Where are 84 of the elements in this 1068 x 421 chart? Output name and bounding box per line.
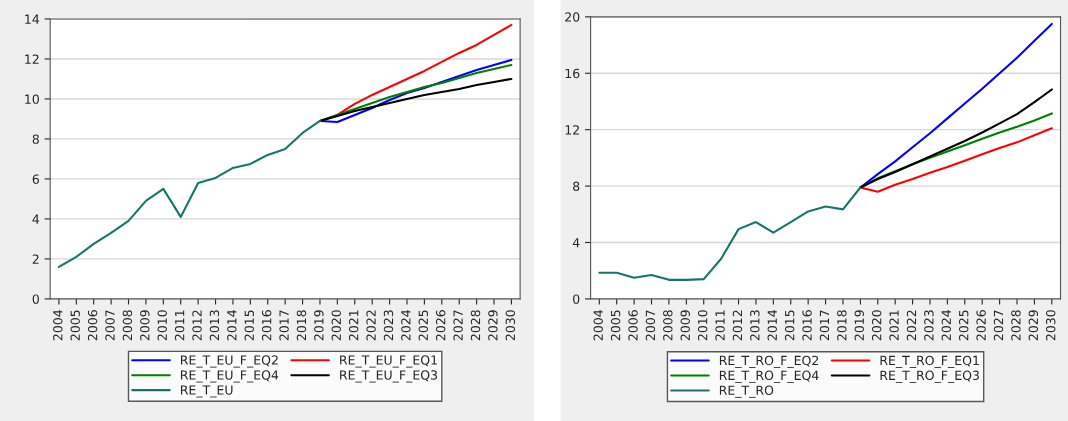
x-tick-label: 2028	[470, 310, 481, 341]
x-tick-label: 2024	[401, 310, 411, 341]
x-tick-label: 2030	[1045, 310, 1056, 341]
x-tick-label: 2027	[993, 310, 1004, 341]
x-tick-label: 2019	[314, 310, 324, 341]
x-tick-label: 2016	[261, 310, 272, 341]
line-series	[859, 22, 1053, 189]
x-tick-label: 2018	[296, 310, 307, 341]
x-tick-label: 2025	[958, 310, 969, 341]
x-tick-label: 2017	[279, 310, 289, 341]
legend-label: RE_T_EU	[180, 385, 233, 398]
x-tick-label: 2008	[122, 310, 133, 341]
y-tick-label: 10	[25, 94, 39, 104]
y-tick-label: 4	[32, 214, 40, 224]
y-tick-label: 8	[573, 181, 580, 192]
x-tick-label: 2011	[174, 310, 185, 341]
y-tick-label: 4	[572, 238, 580, 248]
x-tick-label: 2010	[697, 310, 708, 341]
y-tick-label: 6	[32, 174, 39, 184]
x-tick-label: 2020	[871, 310, 882, 341]
x-tick-label: 2027	[453, 310, 463, 341]
y-tick-label: 16	[565, 68, 580, 79]
x-tick-label: 2014	[227, 310, 237, 341]
line-series	[859, 88, 1053, 189]
y-tick-label: 14	[25, 14, 40, 24]
x-tick-label: 2021	[889, 310, 899, 341]
x-tick-label: 2012	[192, 310, 202, 341]
line-series	[57, 119, 321, 268]
x-tick-label: 2020	[331, 310, 341, 341]
x-tick-label: 2023	[924, 310, 934, 341]
x-tick-label: 2013	[750, 310, 760, 341]
x-tick-label: 2029	[1028, 310, 1039, 341]
x-tick-label: 2008	[663, 310, 673, 341]
x-tick-label: 2022	[906, 310, 917, 341]
x-tick-label: 2005	[610, 310, 621, 341]
x-tick-label: 2005	[70, 310, 80, 341]
x-tick-label: 2018	[837, 310, 847, 341]
x-tick-label: 2009	[140, 310, 150, 341]
x-tick-label: 2009	[680, 310, 690, 341]
x-tick-label: 2029	[488, 310, 498, 341]
legend-label: RE_T_EU_F_EQ3	[340, 370, 438, 383]
y-tick-label: 0	[573, 294, 580, 304]
x-tick-label: 2006	[628, 310, 638, 341]
legend-label: RE_T_EU_F_EQ4	[180, 370, 279, 383]
x-tick-label: 2004	[593, 310, 603, 341]
x-tick-label: 2007	[645, 310, 656, 341]
y-tick-label: 0	[32, 294, 39, 304]
x-tick-label: 2010	[157, 310, 167, 341]
x-tick-label: 2028	[1011, 310, 1021, 341]
y-tick-label: 2	[32, 254, 39, 264]
x-tick-label: 2004	[53, 310, 63, 341]
x-tick-label: 2014	[767, 310, 777, 341]
y-tick-label: 12	[25, 54, 39, 64]
x-tick-label: 2023	[383, 310, 394, 341]
legend-label: RE_T_EU_F_EQ2	[180, 355, 278, 368]
y-tick-label: 20	[565, 12, 580, 22]
x-tick-label: 2015	[784, 310, 795, 341]
x-tick-label: 2007	[105, 310, 115, 341]
y-tick-label: 8	[32, 134, 39, 144]
legend-label: RE_T_RO_F_EQ1	[880, 355, 979, 368]
x-tick-label: 2017	[819, 310, 830, 341]
x-tick-label: 2013	[209, 310, 220, 341]
line-series	[318, 77, 513, 122]
legend-label: RE_T_EU_F_EQ1	[340, 355, 437, 368]
x-tick-label: 2026	[976, 310, 986, 341]
x-tick-label: 2016	[802, 310, 812, 341]
x-tick-label: 2015	[244, 310, 254, 341]
line-series	[859, 127, 1053, 193]
x-tick-label: 2006	[87, 310, 98, 341]
x-tick-label: 2019	[854, 310, 864, 341]
legend-label: RE_T_RO_F_EQ4	[719, 370, 819, 383]
line-series	[598, 186, 862, 281]
legend-label: RE_T_RO_F_EQ2	[719, 355, 819, 368]
legend-label: RE_T_RO_F_EQ3	[880, 370, 979, 383]
x-tick-label: 2022	[366, 310, 376, 341]
x-tick-label: 2030	[505, 310, 516, 341]
x-tick-label: 2026	[435, 310, 446, 341]
x-tick-label: 2011	[715, 310, 725, 341]
x-tick-label: 2025	[418, 310, 429, 341]
x-tick-label: 2024	[941, 310, 952, 341]
x-tick-label: 2012	[732, 310, 743, 341]
y-tick-label: 12	[565, 125, 579, 135]
legend-label: RE_T_RO	[719, 385, 774, 398]
x-tick-label: 2021	[348, 310, 359, 341]
